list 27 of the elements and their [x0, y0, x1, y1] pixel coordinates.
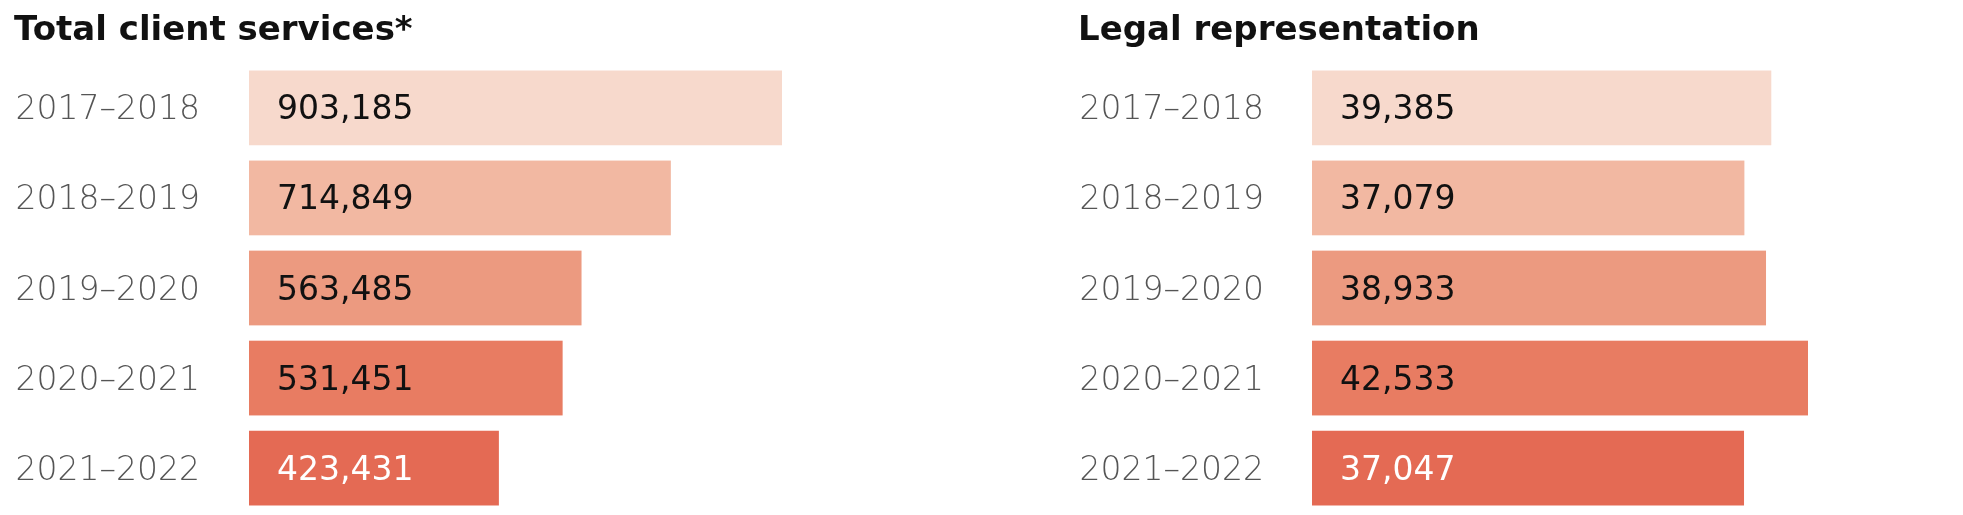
- data-label: 38,933: [1340, 268, 1456, 308]
- data-label: 37,047: [1340, 448, 1456, 488]
- data-label: 42,533: [1340, 358, 1456, 398]
- bar: [249, 430, 499, 506]
- data-label: 714,849: [277, 178, 414, 218]
- bar: [249, 250, 582, 326]
- data-label: 531,451: [277, 358, 414, 398]
- bar: [249, 160, 671, 236]
- y-tick-label: 2021–2022: [1079, 448, 1264, 488]
- y-tick-label: 2019–2020: [1079, 268, 1264, 308]
- bar: [249, 70, 782, 146]
- y-tick-label: 2017–2018: [1079, 88, 1264, 128]
- data-label: 903,185: [277, 88, 414, 128]
- y-tick-label: 2020–2021: [15, 358, 200, 398]
- y-tick-label: 2020–2021: [1079, 358, 1264, 398]
- data-label: 423,431: [277, 448, 414, 488]
- y-tick-label: 2021–2022: [15, 448, 200, 488]
- y-tick-label: 2018–2019: [1079, 178, 1264, 218]
- y-tick-label: 2018–2019: [15, 178, 200, 218]
- chart-title: Total client services*: [14, 8, 413, 48]
- y-tick-label: 2017–2018: [15, 88, 200, 128]
- data-label: 39,385: [1340, 88, 1456, 128]
- y-tick-label: 2019–2020: [15, 268, 200, 308]
- data-label: 37,079: [1340, 178, 1456, 218]
- bar: [249, 340, 563, 416]
- chart-title: Legal representation: [1078, 8, 1480, 48]
- data-label: 563,485: [277, 268, 414, 308]
